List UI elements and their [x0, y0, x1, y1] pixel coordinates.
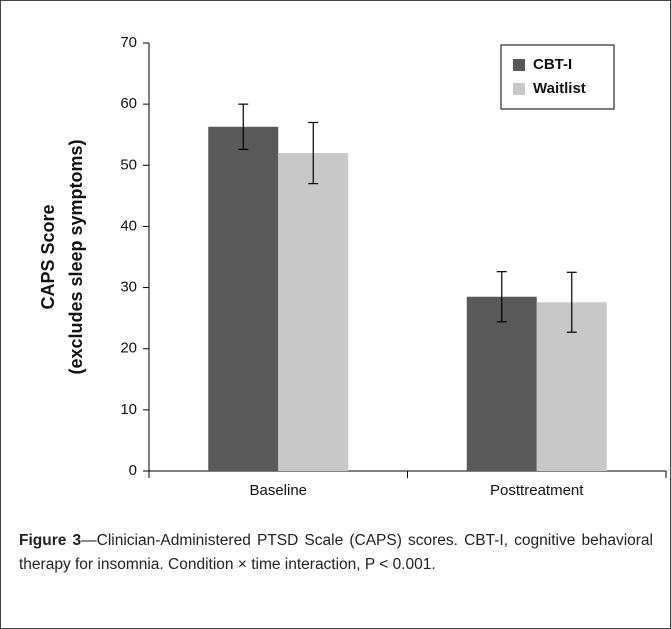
legend-swatch — [513, 83, 525, 95]
y-tick-label: 70 — [120, 34, 137, 51]
y-tick-label: 0 — [129, 462, 137, 479]
error-bar — [496, 271, 507, 323]
caption-text: —Clinician-Administered PTSD Scale (CAPS… — [19, 532, 653, 573]
error-bar — [566, 271, 577, 333]
bar — [278, 153, 349, 472]
y-tick-label: 10 — [120, 401, 137, 418]
caption-label: Figure 3 — [19, 532, 82, 549]
y-tick-label: 20 — [120, 340, 137, 357]
y-tick-label: 40 — [120, 217, 137, 234]
x-tick-label: Posttreatment — [490, 482, 584, 499]
error-bar — [238, 103, 249, 150]
y-axis-label: CAPS Score — [38, 204, 58, 309]
legend-swatch — [513, 59, 525, 71]
legend-label: Waitlist — [533, 80, 586, 97]
chart: CAPS Score (excludes sleep symptoms) 0 10… — [38, 34, 667, 499]
y-tick-label: 60 — [120, 95, 137, 112]
y-tick-label: 30 — [120, 279, 137, 296]
error-bar — [308, 121, 319, 185]
bar — [466, 296, 537, 471]
legend-label: CBT-I — [533, 56, 572, 73]
bar — [208, 126, 279, 471]
y-tick-label: 50 — [120, 156, 137, 173]
legend-box — [500, 44, 615, 110]
caption: Figure 3—Clinician-Administered PTSD Sca… — [19, 529, 653, 577]
x-tick-label: Baseline — [249, 482, 307, 499]
y-axis-label: (excludes sleep symptoms) — [66, 139, 86, 374]
